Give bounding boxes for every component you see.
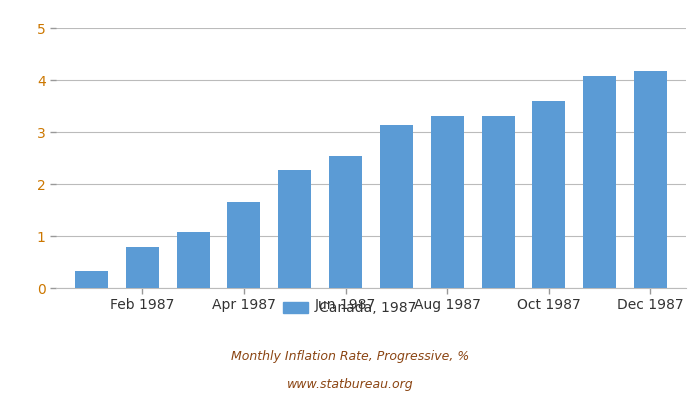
Bar bbox=[583, 76, 616, 288]
Bar bbox=[532, 101, 566, 288]
Bar bbox=[279, 170, 312, 288]
Bar bbox=[329, 156, 362, 288]
Legend: Canada, 1987: Canada, 1987 bbox=[278, 296, 422, 321]
Bar bbox=[482, 116, 514, 288]
Bar bbox=[75, 271, 108, 288]
Text: www.statbureau.org: www.statbureau.org bbox=[287, 378, 413, 391]
Bar bbox=[126, 248, 159, 288]
Bar bbox=[380, 125, 413, 288]
Bar bbox=[634, 71, 667, 288]
Bar bbox=[228, 202, 260, 288]
Bar bbox=[176, 232, 210, 288]
Text: Monthly Inflation Rate, Progressive, %: Monthly Inflation Rate, Progressive, % bbox=[231, 350, 469, 363]
Bar bbox=[430, 116, 463, 288]
